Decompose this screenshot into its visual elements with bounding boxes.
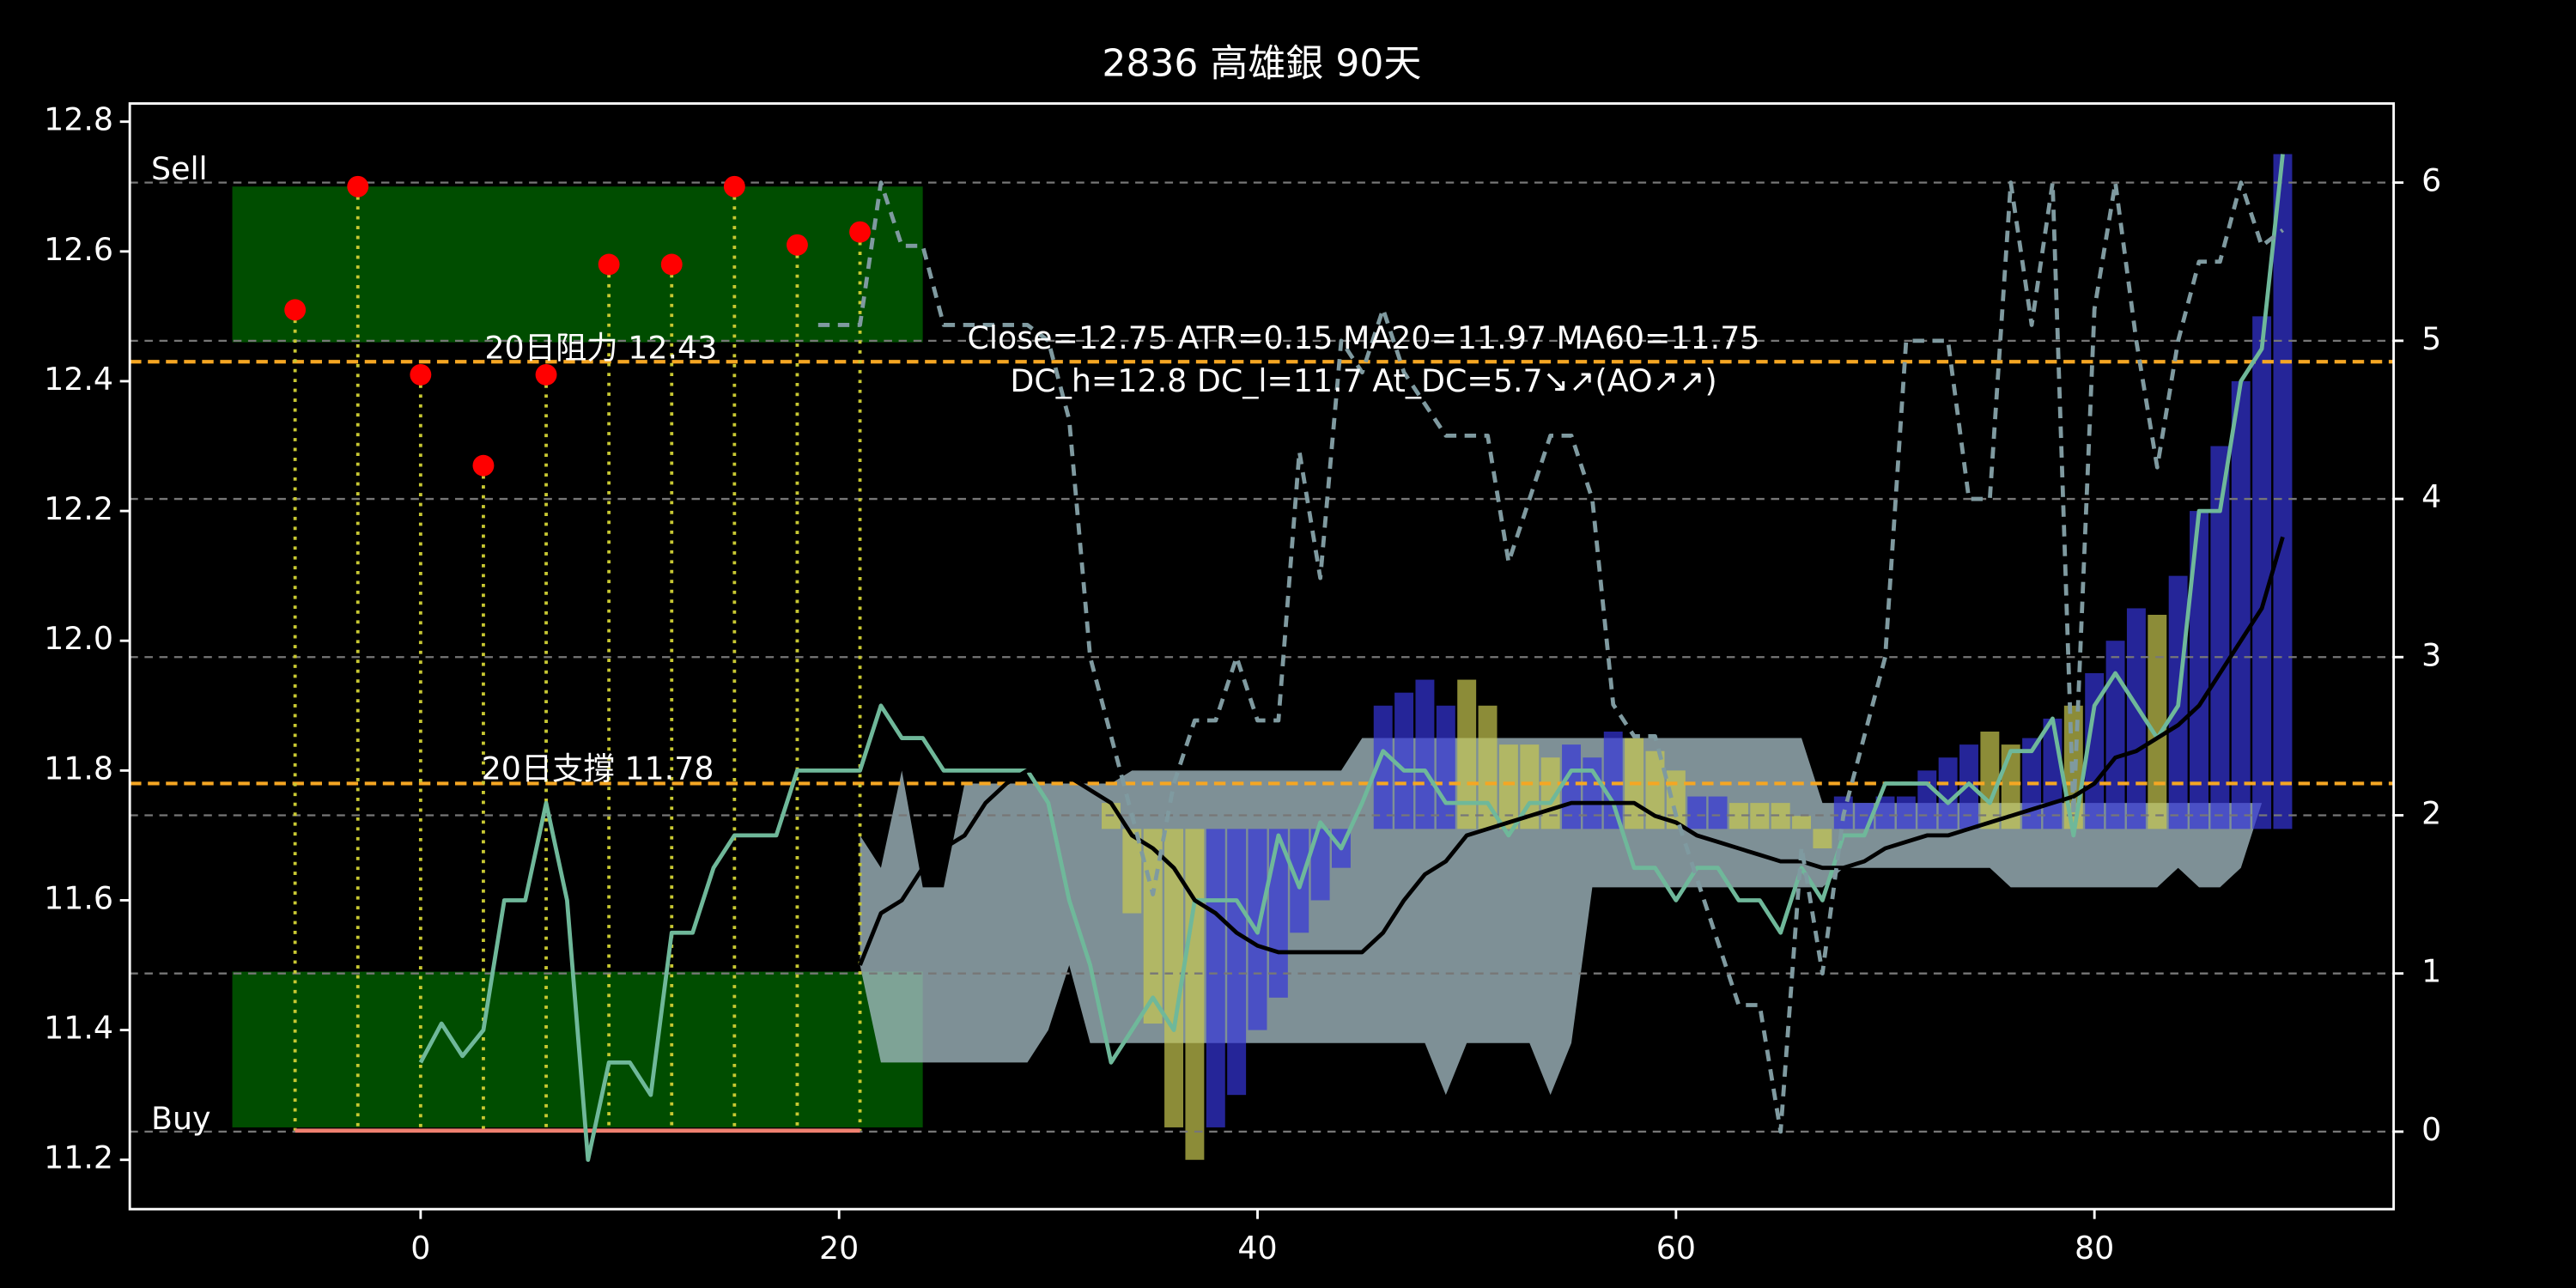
bar [1562, 744, 1581, 829]
y-tick-label: 12.0 [44, 620, 113, 657]
y-tick-label: 12.2 [44, 490, 113, 527]
bar [1268, 829, 1288, 998]
bar [1938, 757, 1958, 829]
y-tick-label: 11.4 [44, 1010, 113, 1047]
bar [1415, 679, 1435, 829]
bar [1645, 750, 1665, 829]
signal-dot [787, 234, 808, 256]
bar [1373, 705, 1393, 829]
info-line: DC_h=12.8 DC_l=11.7 At_DC=5.7↘↗(AO↗↗) [1010, 362, 1716, 399]
bar [1980, 732, 2000, 829]
bar [1813, 829, 1832, 849]
chart-title: 2836 高雄銀 90天 [1102, 42, 1421, 86]
y2-tick-label: 1 [2421, 953, 2441, 990]
bar [1959, 744, 1978, 829]
plot-area [130, 154, 2394, 1163]
bar [1498, 744, 1518, 829]
bar [1206, 829, 1225, 1127]
signal-dot [347, 175, 369, 197]
y-tick-label: 11.2 [44, 1139, 113, 1176]
bar [1122, 829, 1142, 914]
bar [2210, 446, 2230, 829]
y2-tick-label: 6 [2421, 162, 2441, 199]
y2-tick-label: 3 [2421, 636, 2441, 673]
bar [1185, 829, 1205, 1160]
series-line [817, 180, 2284, 1134]
bar [1896, 796, 1916, 829]
y-tick-label: 11.6 [44, 879, 113, 916]
resistance-label: 20日阻力 12.43 [484, 330, 717, 367]
signal-dot [472, 454, 495, 477]
bar [1771, 803, 1790, 829]
info-line: Close=12.75 ATR=0.15 MA20=11.97 MA60=11.… [968, 319, 1760, 356]
x-tick-label: 0 [410, 1230, 430, 1267]
x-tick-label: 20 [819, 1230, 859, 1267]
x-tick-label: 40 [1237, 1230, 1277, 1267]
series-line [418, 154, 2285, 1163]
signal-dot [535, 363, 557, 386]
zone [232, 186, 923, 343]
sell-label: Sell [151, 150, 208, 187]
bar [1728, 803, 1748, 829]
bar [2085, 672, 2105, 829]
x-tick-label: 80 [2075, 1230, 2114, 1267]
series-line [858, 536, 2285, 966]
y-tick-label: 12.4 [44, 361, 113, 398]
bar [1227, 829, 1247, 1096]
signal-dot [723, 175, 745, 197]
bar [2190, 511, 2208, 829]
support-label: 20日支撐 11.78 [482, 750, 714, 787]
y-tick-label: 11.8 [44, 750, 113, 787]
bar [1164, 829, 1184, 1127]
bar [2252, 316, 2272, 829]
signal-dot [598, 253, 620, 276]
bar [1687, 796, 1707, 829]
x-tick-label: 60 [1656, 1230, 1696, 1267]
bar [2148, 614, 2167, 829]
bar [1436, 705, 1455, 829]
bar [1457, 679, 1477, 829]
y-tick-label: 12.8 [44, 101, 113, 138]
signal-dot [410, 363, 432, 386]
bar [2043, 718, 2063, 829]
y-tick-label: 12.6 [44, 231, 113, 268]
signal-dot [284, 299, 307, 321]
buy-label: Buy [151, 1100, 210, 1137]
y2-tick-label: 4 [2421, 478, 2441, 515]
y2-tick-label: 2 [2421, 794, 2441, 831]
bar [1394, 692, 1414, 829]
bar [1478, 705, 1498, 829]
bar [1875, 796, 1895, 829]
bar [2231, 380, 2251, 829]
bar [2273, 154, 2293, 829]
y2-tick-label: 0 [2421, 1111, 2441, 1148]
bar [2126, 608, 2146, 829]
bar [1310, 829, 1330, 901]
signal-dot [660, 253, 683, 276]
bar [1583, 757, 1602, 829]
bar [2105, 641, 2125, 829]
signal-dot [849, 221, 871, 243]
bar [1792, 816, 1812, 829]
y2-tick-label: 5 [2421, 320, 2441, 357]
bar [1917, 770, 1937, 829]
bar [1708, 796, 1728, 829]
